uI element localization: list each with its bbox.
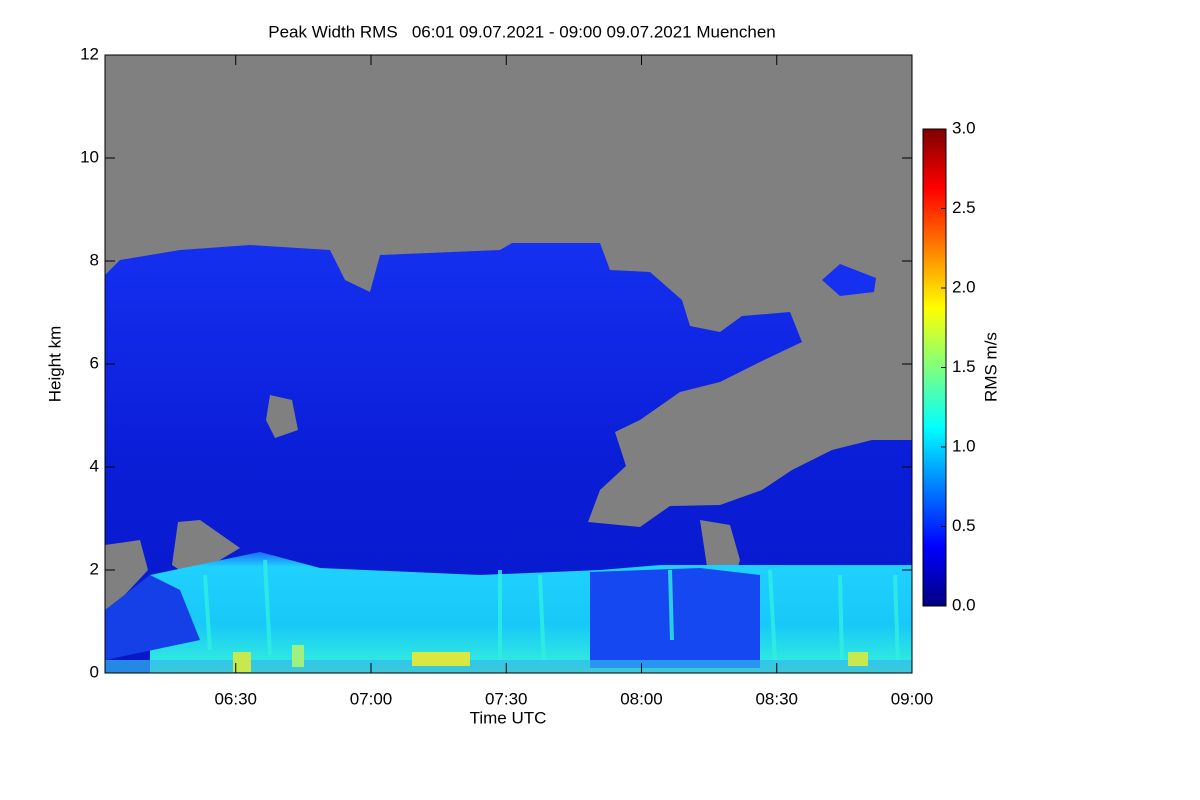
x-tick-label: 07:00: [350, 689, 393, 708]
x-tick-label: 08:00: [620, 689, 663, 708]
y-tick-label: 4: [90, 456, 99, 475]
y-tick-label: 8: [90, 250, 99, 269]
colorbar-tick-label: 3.0: [952, 118, 976, 137]
colorbar-tick-label: 2.5: [952, 198, 976, 217]
colorbar-tick-label: 0.0: [952, 595, 976, 614]
x-tick-label: 06:30: [214, 689, 257, 708]
y-tick-label: 2: [90, 559, 99, 578]
y-tick-label: 10: [80, 147, 99, 166]
y-tick-label: 6: [90, 353, 99, 372]
x-axis-label: Time UTC: [470, 708, 547, 727]
colorbar-tick-label: 2.0: [952, 277, 976, 296]
y-tick-label: 0: [90, 662, 99, 681]
y-axis-label: Height km: [45, 326, 64, 403]
colorbar-tick-label: 1.5: [952, 357, 976, 376]
colorbar-tick-label: 0.5: [952, 516, 976, 535]
colorbar-label: RMS m/s: [981, 332, 1000, 402]
x-tick-label: 08:30: [755, 689, 798, 708]
heatmap-field: [105, 55, 912, 673]
y-tick-label: 12: [80, 44, 99, 63]
chart-title: Peak Width RMS 06:01 09.07.2021 - 09:00 …: [268, 22, 776, 41]
colorbar-tick-label: 1.0: [952, 436, 976, 455]
x-tick-label: 09:00: [891, 689, 934, 708]
x-tick-label: 07:30: [485, 689, 528, 708]
